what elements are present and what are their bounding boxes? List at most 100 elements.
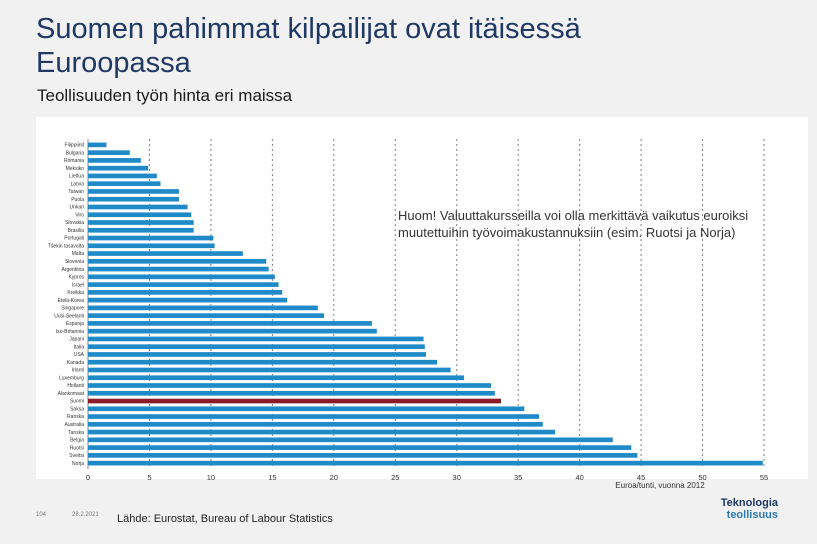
x-tick-label: 25 <box>391 473 399 482</box>
x-axis-label: Euroa/tunti, vuonna 2012 <box>615 481 705 490</box>
bar-liettua <box>88 173 157 179</box>
bar-usa <box>88 352 426 357</box>
category-label: Ranska <box>67 414 84 420</box>
category-label: Irlanti <box>72 368 84 374</box>
bar-portugali <box>88 235 214 241</box>
category-label: Filippiinit <box>65 143 85 149</box>
category-label: Saksa <box>70 406 84 412</box>
x-tick-label: 15 <box>268 473 276 482</box>
category-label: Kreikka <box>67 290 84 296</box>
category-label: Etelä-Korea <box>58 298 85 304</box>
category-label: Iso-Britannia <box>56 329 84 335</box>
bar-romania <box>88 158 141 163</box>
bar-saksa <box>88 406 525 412</box>
bar-belgia <box>88 437 613 443</box>
bar-singapore <box>88 305 318 311</box>
category-label: Kypros <box>68 275 84 281</box>
bar-irlanti <box>88 367 451 373</box>
x-tick-label: 5 <box>147 473 151 482</box>
bar-brasilia <box>88 227 194 233</box>
category-label: Portugali <box>64 236 84 242</box>
bar-israel <box>88 282 279 287</box>
category-label: Kanada <box>67 360 84 366</box>
exchange-rate-note: Huom! Valuuttakursseilla voi olla merkit… <box>398 208 749 240</box>
teknologiateollisuus-logo: Teknologia teollisuus <box>690 497 778 521</box>
category-label: Brasilia <box>68 228 85 234</box>
category-label: Meksiko <box>66 166 85 172</box>
bar-luxemburg <box>88 375 465 381</box>
category-label: Romania <box>64 158 84 164</box>
footer-date: 28.2.2021 <box>72 512 99 518</box>
bar-slovakia <box>88 220 194 225</box>
bar-meksiko <box>88 165 149 171</box>
category-label: Tšekin tasavalta <box>48 243 84 249</box>
bar-japani <box>88 336 424 342</box>
bar-unkari <box>88 204 188 210</box>
x-tick-label: 50 <box>698 473 706 482</box>
category-label: Uusi-Seelanti <box>54 313 84 319</box>
x-tick-label: 10 <box>207 473 215 482</box>
bar-espanja <box>88 321 372 326</box>
bar-ruotsi <box>88 445 632 450</box>
category-label: Unkari <box>70 205 84 211</box>
bar-iso-britannia <box>88 328 377 334</box>
bar-ranska <box>88 414 540 419</box>
x-tick-label: 0 <box>86 473 90 482</box>
bar-sveitsi <box>88 453 638 458</box>
category-label: Argentiina <box>61 267 84 273</box>
category-label: Alankomaat <box>58 391 85 397</box>
x-tick-label: 40 <box>575 473 583 482</box>
source-text: Lähde: Eurostat, Bureau of Labour Statis… <box>117 513 333 525</box>
bar-slovenia <box>88 258 267 264</box>
bar-t-ekin-tasavalta <box>88 243 215 249</box>
category-label: Slovenia <box>65 259 84 265</box>
bar-malta <box>88 251 243 256</box>
bar-suomi <box>88 398 501 404</box>
category-label: Sveitsi <box>69 453 84 459</box>
category-label: Hollanti <box>67 383 84 389</box>
bar-alankomaat <box>88 390 495 396</box>
x-tick-label: 45 <box>637 473 645 482</box>
bar-argentiina <box>88 266 269 272</box>
category-label: Taiwan <box>68 189 84 195</box>
bar-kanada <box>88 359 438 365</box>
category-label: Ruotsi <box>70 445 84 451</box>
bar-bulgaria <box>88 150 130 155</box>
bar-kreikka <box>88 290 283 295</box>
bar-tanska <box>88 429 556 435</box>
bar-kypros <box>88 274 275 280</box>
bar-italia <box>88 344 425 350</box>
category-label: Latvia <box>71 181 85 187</box>
category-label: Singapore <box>61 306 84 312</box>
slide-subtitle: Teollisuuden työn hinta eri maissa <box>37 86 293 105</box>
page-number: 104 <box>36 512 47 518</box>
x-tick-label: 20 <box>330 473 338 482</box>
bar-etelä-korea <box>88 297 288 303</box>
bar-hollanti <box>88 383 492 388</box>
category-label: Liettua <box>69 174 84 180</box>
slide-title: Suomen pahimmat kilpailijat ovat itäises… <box>36 13 581 79</box>
category-label: Norja <box>72 461 84 467</box>
x-tick-label: 35 <box>514 473 522 482</box>
category-label: Italia <box>73 344 84 350</box>
x-tick-label: 55 <box>760 473 768 482</box>
category-label: Suomi <box>70 399 84 405</box>
bar-norja <box>88 460 763 466</box>
bar-australia <box>88 421 543 427</box>
bar-uusi-seelanti <box>88 313 324 318</box>
category-label: Israel <box>72 282 84 288</box>
logo-text-top: Teknologia <box>720 497 778 509</box>
category-label: Espanja <box>66 321 84 327</box>
bar-viro <box>88 212 192 218</box>
category-label: Belgia <box>70 438 84 444</box>
category-label: Japani <box>69 337 84 343</box>
bar-filippiinit <box>88 142 107 148</box>
category-label: Bulgaria <box>66 150 85 156</box>
category-label: Tanska <box>68 430 84 436</box>
category-label: Slovakia <box>65 220 84 226</box>
category-label: Puola <box>71 197 84 203</box>
bar-taiwan <box>88 189 179 194</box>
category-label: USA <box>74 352 85 358</box>
logo-text-bottom: teollisuus <box>726 509 778 521</box>
